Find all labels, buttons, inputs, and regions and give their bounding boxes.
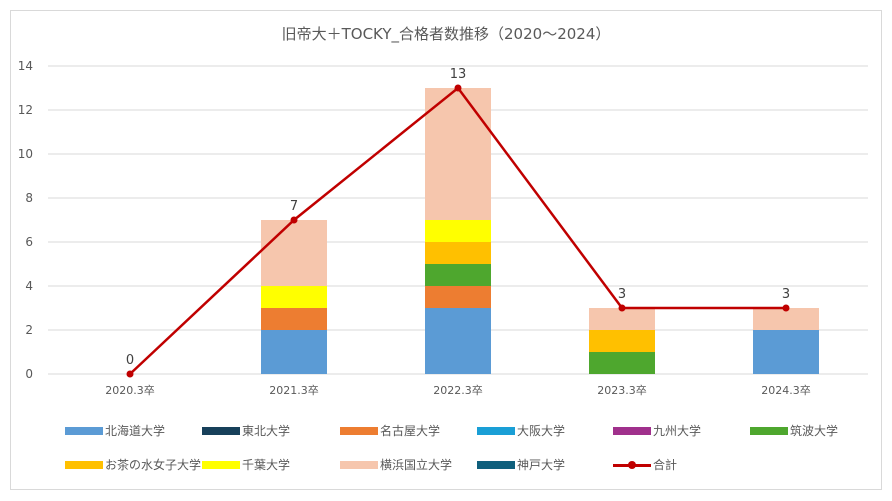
legend-label: 九州大学 bbox=[653, 424, 702, 438]
bar-segment bbox=[425, 286, 491, 308]
data-label: 7 bbox=[290, 199, 298, 214]
legend-swatch bbox=[340, 426, 378, 435]
x-tick-label: 2024.3卒 bbox=[761, 383, 811, 397]
y-tick-label: 6 bbox=[25, 235, 33, 249]
legend-swatch bbox=[340, 460, 378, 469]
legend-swatch bbox=[477, 460, 515, 469]
data-label: 3 bbox=[782, 287, 790, 302]
total-point bbox=[126, 370, 134, 378]
bar-segment bbox=[589, 308, 655, 330]
legend-item: 名古屋大学 bbox=[340, 422, 440, 439]
y-tick-label: 14 bbox=[18, 59, 33, 73]
legend-label: 大阪大学 bbox=[517, 424, 566, 438]
y-tick-label: 12 bbox=[18, 103, 33, 117]
chart-frame bbox=[10, 10, 882, 490]
legend-swatch bbox=[750, 426, 788, 435]
chart-title: 旧帝大＋TOCKY_合格者数推移（2020～2024） bbox=[281, 25, 611, 43]
legend-label: 名古屋大学 bbox=[380, 424, 441, 438]
x-tick-label: 2022.3卒 bbox=[433, 383, 483, 397]
x-tick-label: 2020.3卒 bbox=[105, 383, 155, 397]
bar-segment bbox=[261, 330, 327, 374]
legend-item: 北海道大学 bbox=[65, 422, 165, 439]
legend-swatch bbox=[202, 426, 240, 435]
bar-segment bbox=[261, 220, 327, 286]
total-point bbox=[782, 304, 790, 312]
legend-swatch bbox=[65, 460, 103, 469]
legend-swatch bbox=[65, 426, 103, 435]
total-point bbox=[618, 304, 626, 312]
legend-label: 横浜国立大学 bbox=[380, 458, 453, 472]
data-label: 0 bbox=[126, 353, 134, 368]
bar-segment bbox=[753, 308, 819, 330]
legend-swatch bbox=[202, 460, 240, 469]
x-tick-label: 2021.3卒 bbox=[269, 383, 319, 397]
y-tick-label: 8 bbox=[25, 191, 33, 205]
legend-swatch bbox=[477, 426, 515, 435]
data-label: 3 bbox=[618, 287, 626, 302]
bar-segment bbox=[425, 242, 491, 264]
bar-segment bbox=[589, 352, 655, 374]
bar-segment bbox=[425, 88, 491, 220]
y-tick-label: 0 bbox=[25, 367, 33, 381]
bar-segment bbox=[753, 330, 819, 374]
legend-swatch bbox=[613, 426, 651, 435]
legend-label: 千葉大学 bbox=[242, 458, 291, 472]
total-point bbox=[454, 84, 462, 92]
legend-line-marker-icon bbox=[613, 458, 651, 472]
legend-item: 横浜国立大学 bbox=[340, 456, 452, 473]
bar-segment bbox=[425, 264, 491, 286]
legend-label: 北海道大学 bbox=[105, 424, 166, 438]
bar-segment bbox=[261, 286, 327, 308]
y-tick-label: 10 bbox=[18, 147, 33, 161]
total-point bbox=[290, 216, 298, 224]
x-tick-label: 2023.3卒 bbox=[597, 383, 647, 397]
legend-item: 神戸大学 bbox=[477, 456, 565, 473]
legend-item: 合計 bbox=[613, 456, 677, 473]
legend-item: 東北大学 bbox=[202, 422, 290, 439]
legend-item: 九州大学 bbox=[613, 422, 701, 439]
data-label: 13 bbox=[450, 67, 467, 82]
bar-segment bbox=[589, 330, 655, 352]
bar-segment bbox=[425, 308, 491, 374]
legend-item: 筑波大学 bbox=[750, 422, 838, 439]
legend-label: お茶の水女子大学 bbox=[105, 458, 202, 472]
legend-label: 合計 bbox=[653, 458, 678, 472]
y-tick-label: 4 bbox=[25, 279, 33, 293]
legend-label: 東北大学 bbox=[242, 424, 291, 438]
legend-item: お茶の水女子大学 bbox=[65, 456, 201, 473]
bar-segment bbox=[425, 220, 491, 242]
bar-segment bbox=[261, 308, 327, 330]
y-tick-label: 2 bbox=[25, 323, 33, 337]
legend-item: 大阪大学 bbox=[477, 422, 565, 439]
legend-label: 筑波大学 bbox=[790, 424, 839, 438]
legend-item: 千葉大学 bbox=[202, 456, 290, 473]
legend-label: 神戸大学 bbox=[517, 458, 566, 472]
